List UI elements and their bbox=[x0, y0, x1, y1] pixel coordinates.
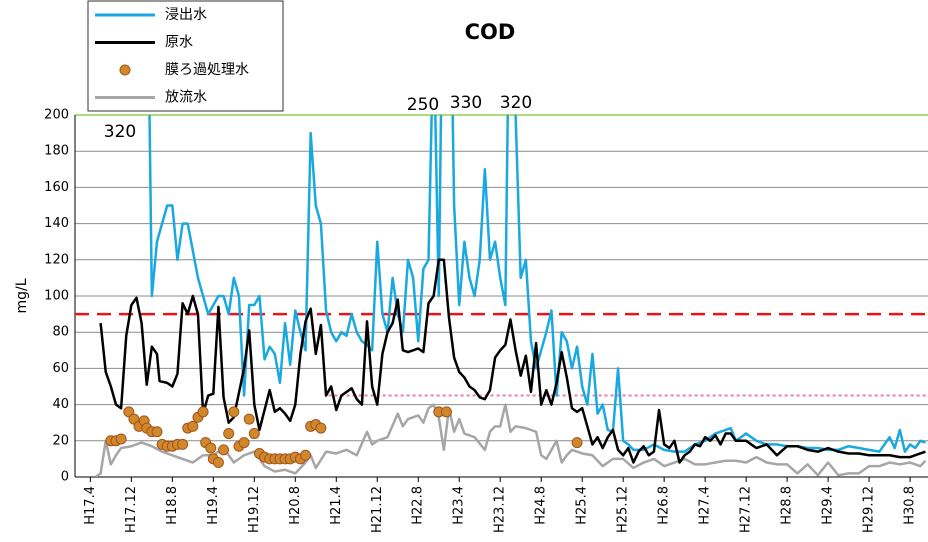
x-tick-label: H25.4 bbox=[575, 486, 590, 525]
y-tick-label: 20 bbox=[52, 433, 69, 448]
plot-area bbox=[94, 115, 927, 477]
x-tick-label: H21.4 bbox=[329, 486, 344, 525]
legend-marker bbox=[119, 64, 131, 76]
data-point bbox=[248, 428, 260, 440]
x-tick-label: H24.8 bbox=[534, 486, 549, 525]
data-line bbox=[99, 258, 926, 464]
x-tick-label: H27.4 bbox=[698, 486, 713, 525]
legend-label: 膜ろ過処理水 bbox=[165, 62, 249, 78]
x-tick-label: H30.8 bbox=[903, 486, 918, 525]
data-point bbox=[243, 413, 255, 425]
x-tick-label: H19.4 bbox=[206, 486, 221, 525]
x-tick-label: H17.12 bbox=[124, 486, 139, 533]
annotation: 320 bbox=[104, 122, 136, 142]
y-tick-label: 200 bbox=[44, 108, 69, 123]
legend-label: 原水 bbox=[165, 35, 193, 51]
x-tick-label: H21.12 bbox=[370, 486, 385, 533]
data-point bbox=[238, 437, 250, 449]
annotation: 320 bbox=[500, 93, 532, 113]
data-line bbox=[148, 115, 926, 453]
data-point bbox=[218, 444, 230, 456]
data-point bbox=[228, 406, 240, 418]
x-tick-label: H25.12 bbox=[616, 486, 631, 533]
y-tick-label: 80 bbox=[52, 325, 69, 340]
x-tick-label: H26.8 bbox=[657, 486, 672, 525]
y-tick-label: 100 bbox=[44, 289, 69, 304]
x-tick-label: H29.4 bbox=[821, 486, 836, 525]
x-tick-label: H29.12 bbox=[862, 486, 877, 533]
chart-title: COD bbox=[465, 20, 516, 44]
data-point bbox=[440, 406, 452, 418]
x-tick-label: H17.4 bbox=[83, 486, 98, 525]
data-line bbox=[94, 403, 927, 477]
x-tick-label: H23.4 bbox=[452, 486, 467, 525]
annotation: 330 bbox=[450, 93, 482, 113]
y-tick-label: 60 bbox=[52, 361, 69, 376]
legend-label: 放流水 bbox=[165, 90, 207, 106]
data-point bbox=[300, 449, 312, 461]
data-point bbox=[571, 437, 583, 449]
x-tick-label: H19.12 bbox=[247, 486, 262, 533]
data-point bbox=[177, 438, 189, 450]
data-point bbox=[212, 457, 224, 469]
y-tick-label: 140 bbox=[44, 216, 69, 231]
data-point bbox=[115, 433, 127, 445]
annotation: 250 bbox=[407, 95, 439, 115]
y-tick-label: 180 bbox=[44, 144, 69, 159]
y-axis-label: mg/L bbox=[14, 278, 30, 313]
data-point bbox=[205, 442, 217, 454]
data-point bbox=[223, 428, 235, 440]
y-tick-label: 0 bbox=[61, 470, 69, 485]
data-point bbox=[151, 426, 163, 438]
data-point bbox=[315, 422, 327, 434]
y-tick-label: 120 bbox=[44, 252, 69, 267]
x-tick-label: H27.12 bbox=[739, 486, 754, 533]
legend-box bbox=[87, 0, 284, 112]
x-tick-label: H20.8 bbox=[288, 486, 303, 525]
legend-label: 浸出水 bbox=[165, 7, 207, 23]
data-point bbox=[187, 420, 199, 432]
x-tick-label: H28.8 bbox=[780, 486, 795, 525]
y-tick-label: 160 bbox=[44, 180, 69, 195]
x-tick-label: H22.8 bbox=[411, 486, 426, 525]
x-tick-label: H18.8 bbox=[165, 486, 180, 525]
data-point bbox=[197, 406, 209, 418]
y-tick-label: 40 bbox=[52, 397, 69, 412]
x-tick-label: H23.12 bbox=[493, 486, 508, 533]
